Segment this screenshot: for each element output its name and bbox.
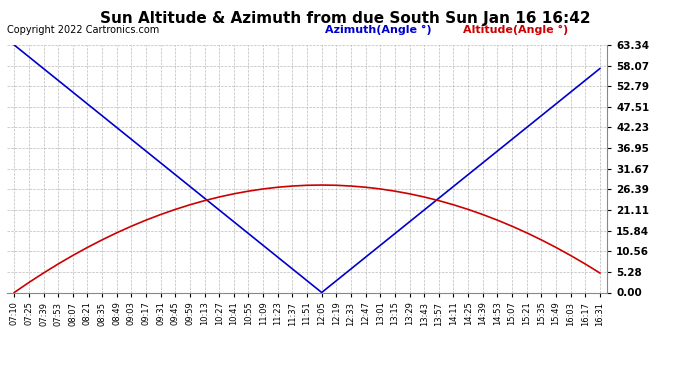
- Text: Copyright 2022 Cartronics.com: Copyright 2022 Cartronics.com: [7, 25, 159, 35]
- Text: Sun Altitude & Azimuth from due South Sun Jan 16 16:42: Sun Altitude & Azimuth from due South Su…: [99, 11, 591, 26]
- Text: Azimuth(Angle °): Azimuth(Angle °): [325, 25, 432, 35]
- Text: Altitude(Angle °): Altitude(Angle °): [463, 25, 569, 35]
